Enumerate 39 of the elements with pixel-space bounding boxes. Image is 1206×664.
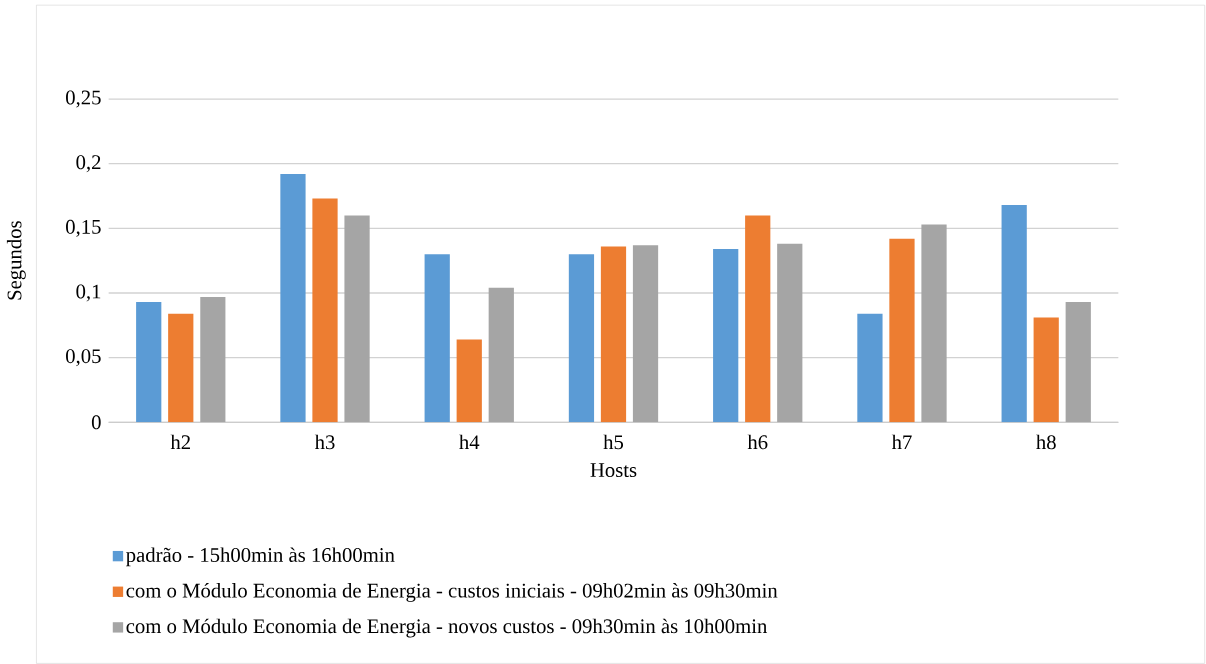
x-tick-label: h8	[1036, 434, 1056, 450]
legend-label: com o Módulo Economia de Energia - custos iniciais - 09h02min às 09h30min	[126, 582, 778, 602]
x-axis-title: Hosts	[590, 463, 637, 478]
x-tick-label: h2	[170, 434, 190, 449]
legend-label: com o Módulo Economia de Energia - novos custos - 09h30min às 10h00min	[126, 618, 768, 638]
bar	[456, 339, 482, 423]
y-tick-label: 0,25	[66, 90, 101, 108]
y-tick-label: 0,2	[76, 155, 101, 173]
x-tick-label: h5	[603, 434, 624, 450]
bar	[921, 224, 947, 423]
bar	[889, 238, 915, 423]
y-tick-label: 0,15	[66, 219, 101, 237]
bar	[344, 215, 370, 423]
x-tick-label: h6	[747, 434, 768, 450]
y-tick-label: 0	[91, 415, 101, 430]
bar	[1033, 317, 1059, 423]
bar	[424, 254, 450, 423]
bar	[600, 246, 627, 423]
bar	[745, 215, 771, 423]
x-tick-label: h7	[891, 434, 912, 449]
y-axis-title: Segundos	[6, 221, 26, 300]
legend-label: padrão - 15h00min às 16h00min	[126, 547, 395, 567]
bar	[312, 198, 338, 423]
bar	[1001, 205, 1027, 423]
bar	[857, 313, 883, 423]
bar	[632, 245, 659, 423]
bar	[136, 302, 162, 423]
y-tick-label: 0,1	[76, 284, 101, 302]
y-tick-label: 0,05	[66, 349, 101, 367]
bar	[568, 254, 595, 423]
bar	[1065, 302, 1091, 423]
bar	[168, 313, 194, 423]
bar	[713, 249, 739, 423]
x-tick-label: h4	[459, 434, 480, 449]
x-tick-label: h3	[314, 434, 335, 450]
bar	[200, 296, 226, 423]
bar	[280, 173, 306, 423]
bar	[777, 243, 803, 423]
bar	[488, 287, 514, 423]
